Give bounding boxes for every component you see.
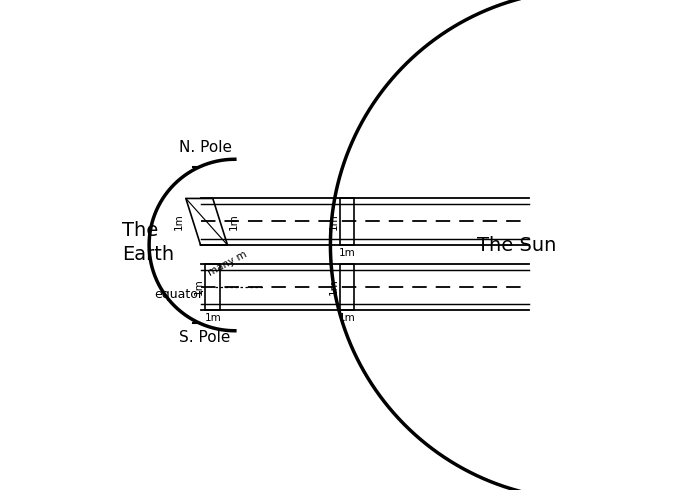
Text: 1m: 1m xyxy=(329,213,339,230)
Text: 1m: 1m xyxy=(339,248,356,258)
Text: 1m: 1m xyxy=(329,278,339,295)
Text: The
Earth: The Earth xyxy=(122,221,174,264)
Text: The Sun: The Sun xyxy=(477,236,556,254)
Text: equator: equator xyxy=(154,288,203,301)
Text: many m: many m xyxy=(206,249,248,278)
Text: N. Pole: N. Pole xyxy=(179,140,232,155)
Text: 1m: 1m xyxy=(194,278,204,295)
Text: 1m: 1m xyxy=(228,213,239,230)
Text: S. Pole: S. Pole xyxy=(179,330,230,345)
Text: 1m: 1m xyxy=(204,313,221,322)
Text: 1m: 1m xyxy=(339,313,356,322)
Text: 1m: 1m xyxy=(174,213,183,230)
